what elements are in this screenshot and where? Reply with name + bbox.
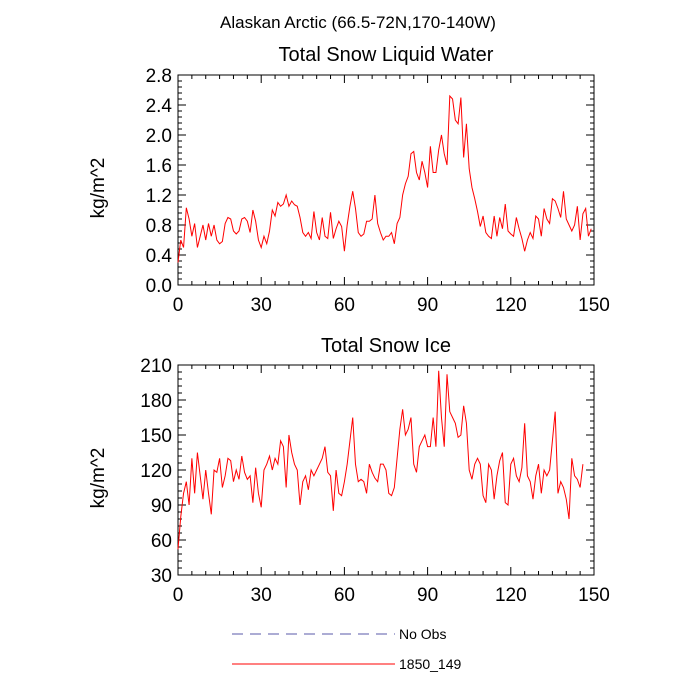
- panel-snow-liquid-water: Total Snow Liquid Water kg/m^2 0 30 60 90 12…: [88, 44, 610, 316]
- y-tick-label: 0.0: [146, 276, 172, 297]
- y-tick-label: 0.4: [146, 246, 173, 267]
- y-tick-label: 1.6: [146, 156, 172, 177]
- x-tick-label: 60: [334, 585, 355, 606]
- plot-area-liquid-water: 0 30 60 90 120 150 0.0 0.4 0.8 1.2 1.6 2.0 2.4 2.8: [146, 66, 610, 316]
- panel-title-snow-ice: Total Snow Ice: [321, 335, 451, 357]
- y-tick-label: 0.8: [146, 216, 172, 237]
- series-line-1850-149: [177, 370, 584, 550]
- y-tick-label: 2.4: [146, 96, 173, 117]
- legend: No Obs 1850_149: [232, 626, 462, 672]
- x-tick-label: 90: [417, 585, 438, 606]
- y-axis-title-snow-ice: kg/m^2: [88, 448, 109, 509]
- y-tick-label: 90: [151, 496, 172, 517]
- x-tick-label: 150: [578, 585, 610, 606]
- legend-label-1850-149: 1850_149: [399, 656, 462, 672]
- plot-frame: [177, 74, 595, 286]
- x-tick-label: 120: [495, 585, 527, 606]
- series-line-1850-149: [177, 94, 592, 263]
- y-tick-label: 180: [140, 391, 172, 412]
- x-tick-label: 30: [251, 295, 272, 316]
- y-tick-label: 60: [151, 531, 172, 552]
- x-tick-label: 90: [417, 295, 438, 316]
- y-tick-label: 210: [140, 356, 172, 377]
- y-tick-label: 2.0: [146, 126, 172, 147]
- panel-title-liquid-water: Total Snow Liquid Water: [279, 44, 494, 66]
- x-tick-label: 120: [495, 295, 527, 316]
- panel-snow-ice: Total Snow Ice kg/m^2 0 30 60 90 120 15030609…: [88, 335, 610, 606]
- y-tick-label: 1.2: [146, 186, 172, 207]
- figure-title: Alaskan Arctic (66.5-72N,170-140W): [220, 13, 496, 32]
- x-tick-label: 60: [334, 295, 355, 316]
- x-tick-label: 150: [578, 295, 610, 316]
- y-tick-label: 120: [140, 461, 172, 482]
- x-tick-label: 0: [173, 585, 184, 606]
- x-tick-label: 30: [251, 585, 272, 606]
- y-axis-title-liquid-water: kg/m^2: [88, 158, 109, 219]
- y-tick-label: 150: [140, 426, 172, 447]
- legend-item-1850-149: 1850_149: [232, 656, 462, 672]
- y-tick-label: 30: [151, 566, 172, 587]
- x-tick-label: 0: [173, 295, 184, 316]
- legend-label-no-obs: No Obs: [399, 626, 446, 642]
- y-tick-label: 2.8: [146, 66, 172, 87]
- legend-item-no-obs: No Obs: [232, 626, 446, 642]
